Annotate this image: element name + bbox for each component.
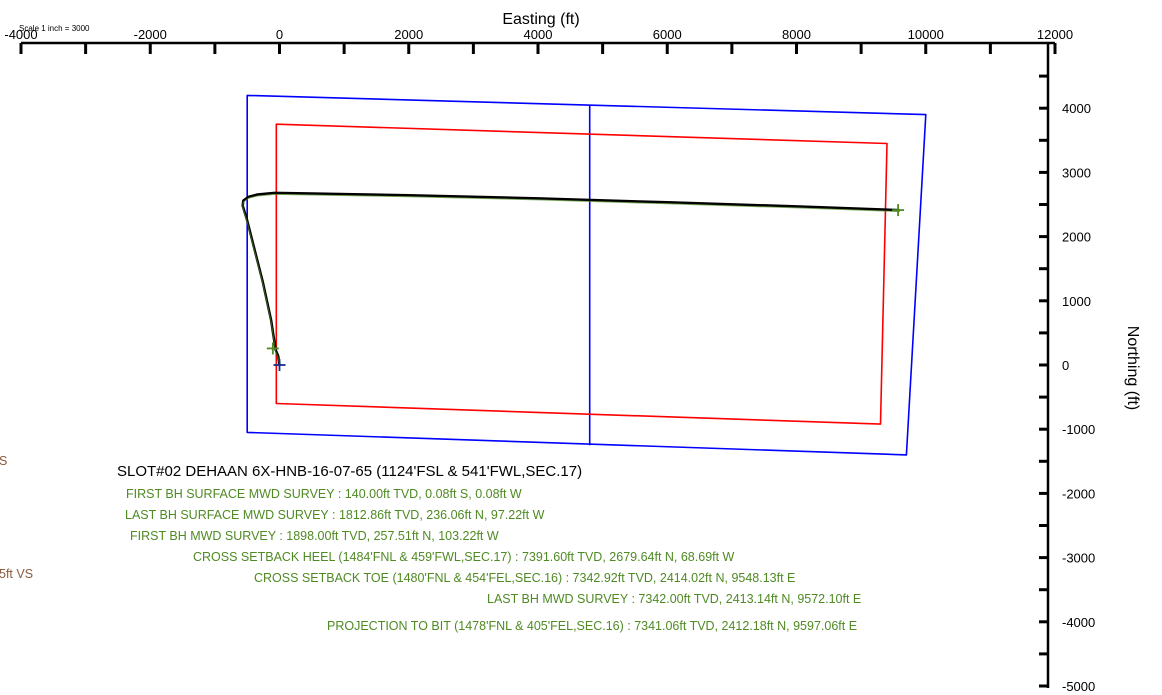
x-tick-label: 8000 xyxy=(782,27,811,42)
scale-note: Scale 1 inch = 3000 xyxy=(19,24,90,33)
x-tick-label: 2000 xyxy=(394,27,423,42)
annotation-label: FIRST BH SURFACE MWD SURVEY : 140.00ft T… xyxy=(126,487,522,501)
cut-off-label: 5ft VS xyxy=(0,567,33,581)
x-tick-label: 10000 xyxy=(908,27,944,42)
annotation-label: LAST BH MWD SURVEY : 7342.00ft TVD, 2413… xyxy=(487,592,861,606)
y-tick-label: -3000 xyxy=(1062,551,1095,566)
annotation-label: LAST BH SURFACE MWD SURVEY : 1812.86ft T… xyxy=(125,508,545,522)
y-tick-label: 2000 xyxy=(1062,230,1091,245)
x-tick-label: -2000 xyxy=(134,27,167,42)
lease_boundary-line xyxy=(246,94,927,456)
annotation-label: CROSS SETBACK TOE (1480'FNL & 454'FEL,SE… xyxy=(254,571,795,585)
x-tick-label: 6000 xyxy=(653,27,682,42)
setback_boundary-line xyxy=(275,123,888,425)
y-axis-title: Northing (ft) xyxy=(1124,326,1141,410)
surface-location-marker xyxy=(273,359,286,371)
y-tick-label: 0 xyxy=(1062,358,1069,373)
annotation-label: FIRST BH MWD SURVEY : 1898.00ft TVD, 257… xyxy=(130,529,499,543)
x-tick-label: 4000 xyxy=(524,27,553,42)
x-tick-label: 12000 xyxy=(1037,27,1073,42)
annotation-label: PROJECTION TO BIT (1478'FNL & 405'FEL,SE… xyxy=(327,619,857,633)
survey-point-marker xyxy=(266,342,279,355)
series-layer xyxy=(241,94,927,456)
text-layer: SLOT#02 DEHAAN 6X-HNB-16-07-65 (1124'FSL… xyxy=(0,454,861,633)
axes: -4000 -2000 0 2000 4000 6000 8000 10000 12000400… xyxy=(4,11,1141,694)
y-tick-label: -2000 xyxy=(1062,486,1095,501)
well-name: SLOT#02 DEHAAN 6X-HNB-16-07-65 (1124'FSL… xyxy=(117,463,582,480)
x-tick-label: -4000 xyxy=(4,27,37,42)
y-tick-label: -5000 xyxy=(1062,679,1095,694)
wellpath-line xyxy=(241,191,900,366)
y-tick-label: -1000 xyxy=(1062,422,1095,437)
x-tick-label: 0 xyxy=(276,27,283,42)
y-tick-label: 4000 xyxy=(1062,101,1091,116)
y-tick-label: -4000 xyxy=(1062,615,1095,630)
cut-off-label: S xyxy=(0,454,7,468)
y-tick-label: 1000 xyxy=(1062,294,1091,309)
plan-line xyxy=(242,193,900,367)
markers-layer xyxy=(266,204,905,371)
y-tick-label: 3000 xyxy=(1062,165,1091,180)
annotation-label: CROSS SETBACK HEEL (1484'FNL & 459'FWL,S… xyxy=(193,550,735,564)
survey-point-marker xyxy=(892,204,905,217)
x-axis-title: Easting (ft) xyxy=(502,11,579,28)
